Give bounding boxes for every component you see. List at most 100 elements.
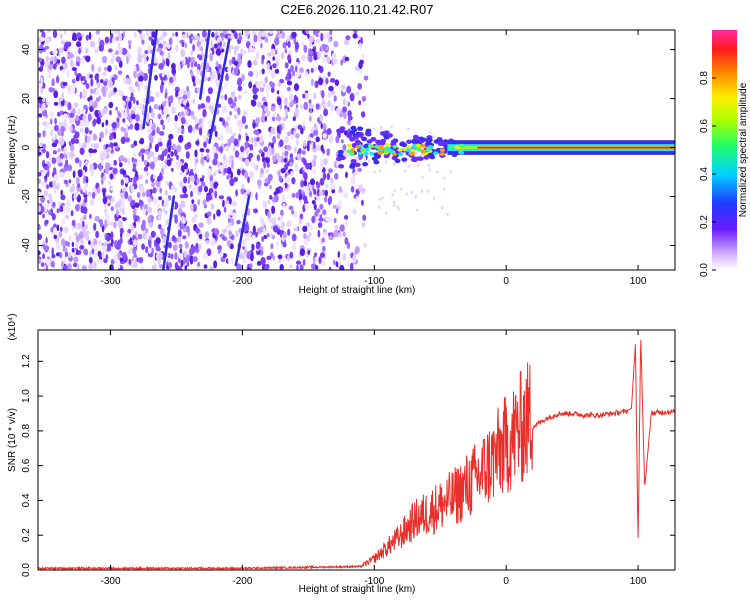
noise-speckle [151, 247, 154, 254]
noise-speckle [237, 119, 242, 128]
noise-speckle [95, 230, 99, 239]
noise-speckle [372, 127, 376, 131]
noise-speckle [384, 160, 387, 164]
noise-speckle [192, 256, 198, 263]
noise-speckle [323, 158, 328, 166]
colorbar-ticks: 0.0 0.2 0.4 0.6 0.8 [699, 71, 716, 277]
noise-speckle [78, 250, 82, 255]
noise-speckle [54, 139, 59, 145]
noise-speckle [79, 127, 84, 133]
noise-speckle [291, 177, 296, 185]
noise-speckle [204, 185, 208, 193]
noise-speckle [308, 35, 314, 44]
noise-speckle [44, 45, 50, 50]
noise-speckle [308, 115, 312, 122]
noise-speckle [428, 168, 431, 172]
noise-speckle [40, 64, 44, 70]
noise-speckle [339, 224, 345, 232]
signal-blob [439, 148, 445, 152]
noise-speckle [143, 97, 146, 104]
noise-speckle [38, 250, 41, 256]
signal-blob [349, 137, 356, 142]
noise-speckle [129, 123, 134, 130]
spectrogram-image [38, 30, 675, 270]
noise-speckle [295, 104, 299, 109]
noise-speckle [159, 264, 163, 269]
noise-speckle [155, 246, 161, 252]
noise-speckle [141, 52, 144, 59]
noise-speckle [427, 163, 431, 167]
noise-speckle [110, 86, 113, 93]
noise-speckle [80, 56, 85, 65]
noise-speckle [256, 51, 259, 60]
noise-speckle [70, 150, 74, 159]
signal-blob [420, 144, 426, 148]
noise-speckle [243, 192, 248, 201]
noise-speckle [334, 79, 340, 86]
noise-speckle [234, 150, 240, 158]
noise-speckle [70, 143, 75, 152]
noise-speckle [53, 124, 59, 132]
noise-speckle [271, 205, 276, 215]
noise-speckle [96, 116, 101, 125]
noise-speckle [78, 47, 81, 55]
noise-speckle [93, 143, 99, 150]
y-tick-label: 0.2 [21, 528, 32, 542]
noise-speckle [313, 54, 318, 61]
noise-speckle [436, 170, 439, 174]
noise-speckle [71, 241, 75, 248]
noise-speckle [284, 150, 289, 157]
noise-speckle [170, 167, 174, 172]
noise-speckle [171, 235, 176, 242]
colorbar: 0.0 0.2 0.4 0.6 0.8 Normalized spectral ampl… [699, 30, 749, 277]
noise-speckle [333, 259, 336, 266]
noise-speckle [267, 52, 272, 57]
noise-speckle [216, 209, 221, 217]
noise-speckle [330, 177, 334, 183]
noise-speckle [88, 263, 94, 270]
noise-speckle [272, 135, 276, 144]
noise-speckle [258, 149, 263, 154]
noise-speckle [99, 163, 102, 172]
noise-speckle [329, 182, 336, 191]
noise-speckle [202, 252, 208, 259]
noise-speckle [319, 203, 324, 210]
noise-speckle [151, 110, 155, 119]
noise-speckle [230, 171, 233, 180]
noise-speckle [52, 88, 56, 93]
noise-speckle [313, 92, 317, 100]
noise-speckle [346, 242, 351, 250]
noise-speckle [159, 131, 165, 136]
noise-speckle [51, 157, 57, 165]
noise-speckle [327, 100, 331, 108]
noise-speckle [200, 103, 205, 109]
noise-speckle [258, 37, 263, 43]
noise-speckle [51, 213, 56, 221]
noise-speckle [152, 174, 156, 180]
noise-speckle [92, 253, 98, 258]
noise-speckle [119, 227, 124, 235]
noise-speckle [145, 179, 149, 184]
noise-speckle [170, 151, 174, 157]
noise-speckle [231, 200, 237, 207]
noise-speckle [107, 92, 111, 99]
noise-speckle [329, 30, 333, 36]
noise-speckle [280, 187, 284, 193]
noise-speckle [124, 177, 129, 184]
noise-speckle [63, 146, 67, 154]
noise-speckle [58, 121, 64, 128]
noise-speckle [207, 168, 212, 177]
noise-speckle [97, 95, 102, 101]
noise-speckle [52, 49, 58, 56]
y-tick-label: 1.2 [21, 354, 32, 368]
noise-speckle [230, 91, 236, 98]
noise-speckle [79, 245, 85, 250]
noise-speckle [285, 176, 290, 183]
noise-speckle [149, 141, 152, 150]
noise-speckle [38, 191, 42, 197]
noise-speckle [148, 105, 152, 114]
noise-speckle [295, 192, 299, 199]
noise-speckle [88, 257, 93, 264]
noise-speckle [97, 66, 102, 73]
noise-speckle [270, 142, 274, 149]
